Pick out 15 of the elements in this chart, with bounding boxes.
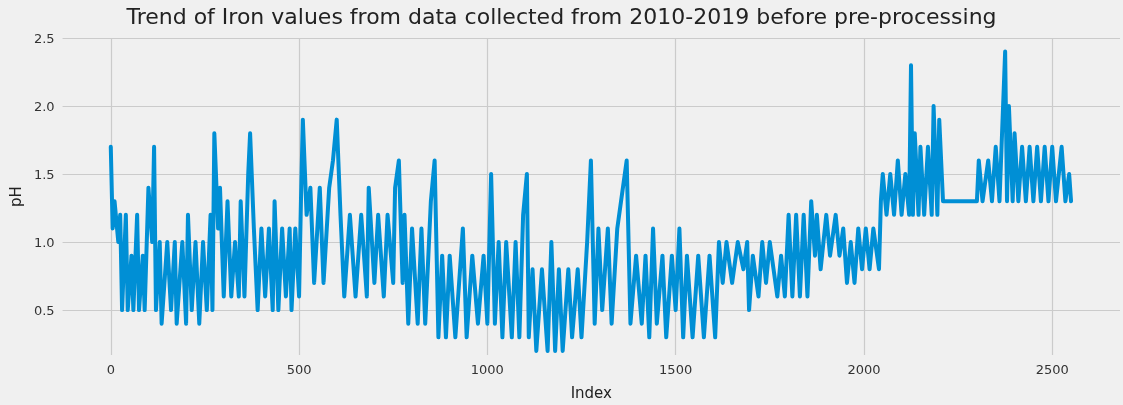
- x-axis-title: Index: [570, 383, 613, 402]
- chart-title: Trend of Iron values from data collected from 2010-2019 before pre-processing: [125, 3, 997, 29]
- x-tick-label: 1500: [659, 362, 693, 377]
- y-tick-label: 2.0: [33, 98, 55, 114]
- x-tick-label: 0: [106, 362, 115, 377]
- y-tick-label: 0.5: [33, 302, 55, 318]
- x-tick-label: 500: [286, 362, 312, 377]
- x-tick-label: 2500: [1035, 362, 1069, 377]
- y-tick-label: 2.5: [33, 30, 55, 46]
- y-axis-title: pH: [6, 186, 25, 207]
- y-tick-label: 1.5: [33, 166, 55, 182]
- y-tick-label: 1.0: [33, 234, 55, 250]
- x-tick-label: 1000: [470, 362, 504, 377]
- line-series: [108, 49, 1074, 353]
- x-tick-label: 2000: [847, 362, 881, 377]
